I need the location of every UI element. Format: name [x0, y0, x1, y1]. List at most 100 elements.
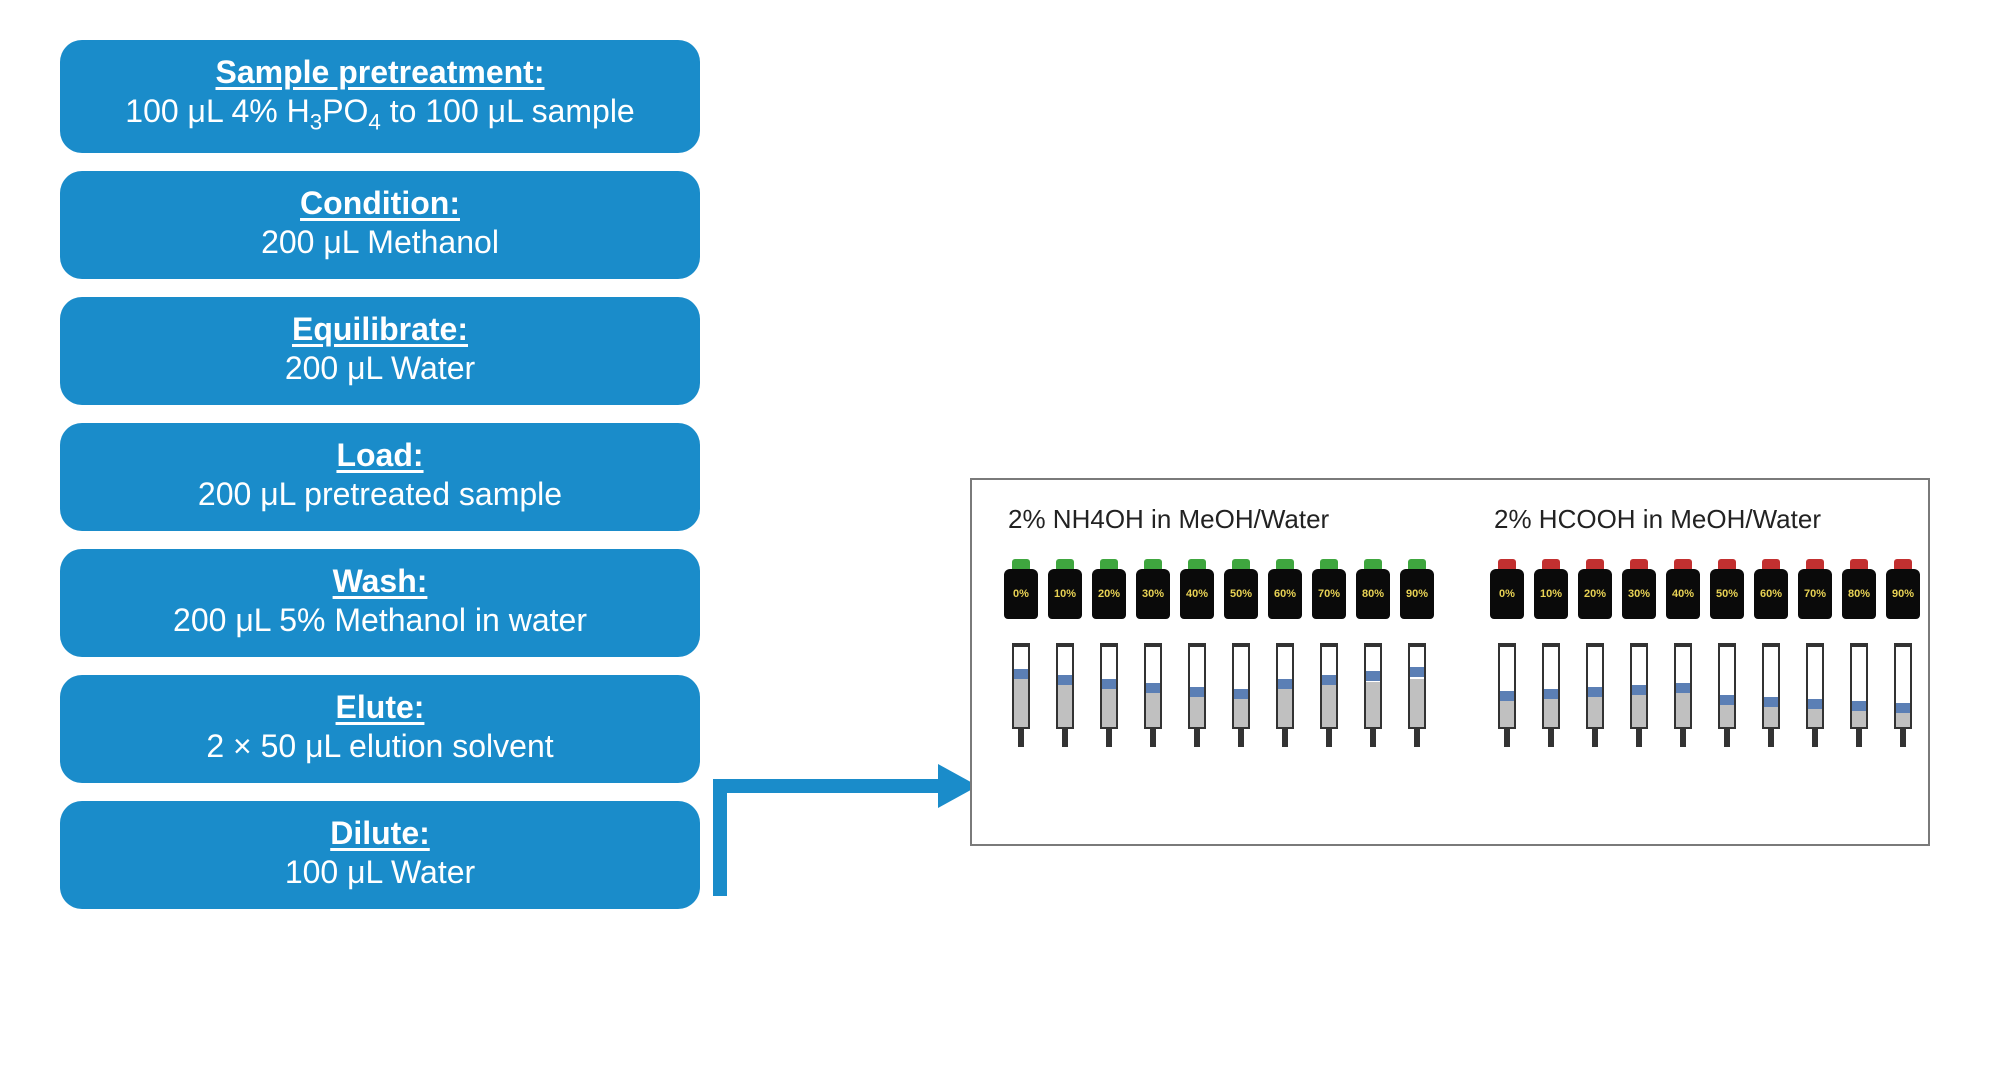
step-load: Load: 200 μL pretreated sample [60, 423, 700, 531]
cartridge-tip-icon [1900, 729, 1906, 747]
solvent-group-hcooh: 2% HCOOH in MeOH/Water 0%10%20%30%40%50%… [1486, 504, 1924, 824]
bottle-percent-label: 20% [1098, 588, 1120, 600]
cartridge-barrel-icon [1408, 643, 1426, 729]
spe-cartridge [1264, 643, 1306, 747]
cartridge-tip-icon [1106, 729, 1112, 747]
elution-solvents-panel: 2% NH4OH in MeOH/Water 0%10%20%30%40%50%… [970, 478, 1930, 846]
bottle-percent-label: 40% [1672, 588, 1694, 600]
cartridge-barrel-icon [1762, 643, 1780, 729]
bottle: 0% [1486, 559, 1528, 619]
cartridge-tip-icon [1414, 729, 1420, 747]
bottle: 10% [1530, 559, 1572, 619]
bottle-body: 90% [1886, 569, 1920, 619]
bottle: 80% [1838, 559, 1880, 619]
bottle-body: 20% [1092, 569, 1126, 619]
cartridge-barrel-icon [1188, 643, 1206, 729]
bottle-percent-label: 30% [1628, 588, 1650, 600]
bottle: 60% [1750, 559, 1792, 619]
bottle-body: 30% [1136, 569, 1170, 619]
bottle-body: 40% [1666, 569, 1700, 619]
spe-cartridge [1044, 643, 1086, 747]
solvent-group-nh4oh: 2% NH4OH in MeOH/Water 0%10%20%30%40%50%… [1000, 504, 1438, 824]
spe-cartridge [1750, 643, 1792, 747]
bottle: 40% [1662, 559, 1704, 619]
step-condition: Condition: 200 μL Methanol [60, 171, 700, 279]
bottle: 20% [1574, 559, 1616, 619]
bottle-percent-label: 80% [1848, 588, 1870, 600]
cartridge-barrel-icon [1718, 643, 1736, 729]
bottle-body: 70% [1312, 569, 1346, 619]
spe-cartridge [1352, 643, 1394, 747]
bottle: 70% [1308, 559, 1350, 619]
cartridge-barrel-icon [1276, 643, 1294, 729]
cartridge-barrel-icon [1674, 643, 1692, 729]
cartridge-barrel-icon [1806, 643, 1824, 729]
bottle-percent-label: 20% [1584, 588, 1606, 600]
step-title: Condition: [80, 185, 680, 222]
step-title: Dilute: [80, 815, 680, 852]
cartridge-barrel-icon [1586, 643, 1604, 729]
spe-cartridge [1574, 643, 1616, 747]
bottle-percent-label: 40% [1186, 588, 1208, 600]
bottle-row: 0%10%20%30%40%50%60%70%80%90% [1486, 559, 1924, 619]
spe-cartridge [1706, 643, 1748, 747]
cartridge-tip-icon [1018, 729, 1024, 747]
step-detail: 200 μL Methanol [80, 224, 680, 261]
bottle-body: 80% [1356, 569, 1390, 619]
cartridge-barrel-icon [1364, 643, 1382, 729]
bottle-body: 20% [1578, 569, 1612, 619]
spe-cartridge [1662, 643, 1704, 747]
bottle: 40% [1176, 559, 1218, 619]
bottle: 80% [1352, 559, 1394, 619]
cartridge-tip-icon [1680, 729, 1686, 747]
step-title: Wash: [80, 563, 680, 600]
step-dilute: Dilute: 100 μL Water [60, 801, 700, 909]
cartridge-tip-icon [1282, 729, 1288, 747]
cartridge-tip-icon [1724, 729, 1730, 747]
cartridge-barrel-icon [1012, 643, 1030, 729]
bottle: 60% [1264, 559, 1306, 619]
bottle-percent-label: 90% [1892, 588, 1914, 600]
bottle-body: 50% [1224, 569, 1258, 619]
cartridge-tip-icon [1194, 729, 1200, 747]
elute-arrow-icon [700, 756, 980, 906]
cartridge-barrel-icon [1144, 643, 1162, 729]
bottle-percent-label: 60% [1274, 588, 1296, 600]
spe-cartridge [1000, 643, 1042, 747]
bottle-percent-label: 30% [1142, 588, 1164, 600]
bottle-body: 90% [1400, 569, 1434, 619]
cartridge-tip-icon [1636, 729, 1642, 747]
spe-cartridge [1308, 643, 1350, 747]
bottle-percent-label: 50% [1230, 588, 1252, 600]
spe-cartridge [1220, 643, 1262, 747]
cartridge-barrel-icon [1542, 643, 1560, 729]
bottle-body: 40% [1180, 569, 1214, 619]
protocol-steps-column: Sample pretreatment: 100 μL 4% H3PO4 to … [60, 40, 700, 909]
cartridge-tip-icon [1812, 729, 1818, 747]
spe-cartridge [1530, 643, 1572, 747]
cartridge-tip-icon [1592, 729, 1598, 747]
cartridge-barrel-icon [1894, 643, 1912, 729]
step-equilibrate: Equilibrate: 200 μL Water [60, 297, 700, 405]
bottle-percent-label: 60% [1760, 588, 1782, 600]
bottle-percent-label: 70% [1804, 588, 1826, 600]
cartridge-tip-icon [1150, 729, 1156, 747]
tube-row [1000, 643, 1438, 747]
spe-cartridge [1618, 643, 1660, 747]
bottle: 30% [1132, 559, 1174, 619]
spe-cartridge [1396, 643, 1438, 747]
bottle-body: 10% [1048, 569, 1082, 619]
cartridge-tip-icon [1504, 729, 1510, 747]
bottle-body: 30% [1622, 569, 1656, 619]
bottle-body: 0% [1490, 569, 1524, 619]
bottle-body: 70% [1798, 569, 1832, 619]
step-detail: 200 μL Water [80, 350, 680, 387]
step-title: Equilibrate: [80, 311, 680, 348]
bottle: 0% [1000, 559, 1042, 619]
bottle: 10% [1044, 559, 1086, 619]
spe-cartridge [1486, 643, 1528, 747]
bottle: 50% [1220, 559, 1262, 619]
cartridge-tip-icon [1370, 729, 1376, 747]
step-detail: 200 μL pretreated sample [80, 476, 680, 513]
step-detail: 100 μL 4% H3PO4 to 100 μL sample [80, 93, 680, 135]
